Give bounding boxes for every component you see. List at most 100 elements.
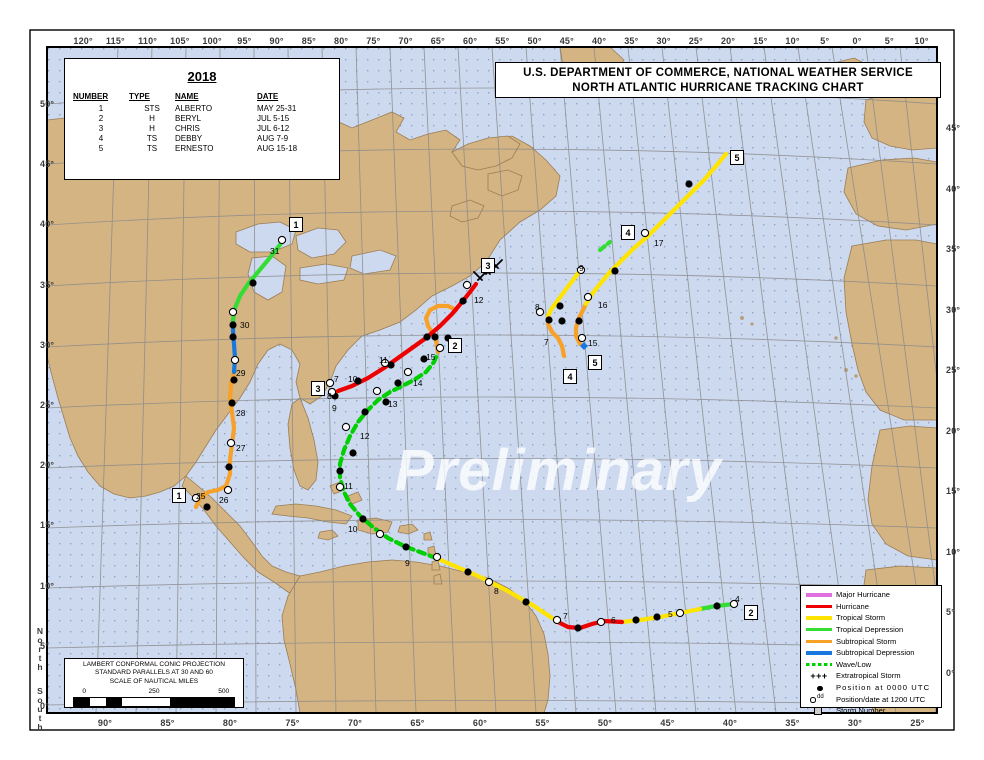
lon-bottom-11: 35° xyxy=(785,718,800,728)
lon-top-14: 50° xyxy=(527,36,542,46)
lat-left-0: 50° xyxy=(40,99,55,109)
lat-right-4: 25° xyxy=(946,365,961,375)
storm-number-badge-2: 2 xyxy=(744,605,758,620)
table-row: 2 H BERYL JUL 5-15 xyxy=(73,113,331,123)
lat-left-3: 35° xyxy=(40,279,55,290)
position-date-label: 8 xyxy=(494,586,499,596)
position-date-label: 16 xyxy=(598,300,608,310)
marker-ernesto-origin xyxy=(580,342,588,350)
lat-left-10: 0° xyxy=(40,701,50,711)
lat-right-3: 30° xyxy=(946,304,961,315)
lon-top-5: 95° xyxy=(237,36,252,46)
position-date-label: 10 xyxy=(348,524,358,534)
legend-marker-filled-dot-icon xyxy=(805,682,833,693)
position-date-label: 9 xyxy=(579,263,584,273)
lon-bottom-4: 70° xyxy=(347,718,363,728)
lon-top-21: 15° xyxy=(753,36,768,46)
hemisphere-north-label: North xyxy=(35,626,45,671)
segment-tropical-depression xyxy=(230,239,285,323)
legend-marker-open-dot-icon: dd xyxy=(805,694,833,705)
position-date-label: 27 xyxy=(236,443,246,453)
storm-summary-table: 2018 NUMBER TYPE NAME DATE 1 STS ALBERTO MA… xyxy=(64,58,340,180)
segment-hurricane xyxy=(555,618,625,631)
title-block: U.S. DEPARTMENT OF COMMERCE, NATIONAL WE… xyxy=(495,62,941,98)
legend-label: Tropical Depression xyxy=(836,625,904,635)
lon-bottom-6: 60° xyxy=(472,718,488,728)
storm-number-badge-4: 4 xyxy=(621,225,635,240)
legend-swatch-solid xyxy=(805,624,833,635)
lon-top-10: 70° xyxy=(398,36,413,46)
position-date-label: 10 xyxy=(348,374,358,384)
storm-number-badge-1: 1 xyxy=(172,488,186,503)
position-date-label: 31 xyxy=(270,246,280,256)
storm-number-cell: 3 xyxy=(98,123,104,133)
segment-tropical-storm xyxy=(545,267,583,319)
storm-date-cell: JUL 5-15 xyxy=(257,113,290,123)
header-number: NUMBER xyxy=(73,92,109,101)
legend-swatch-solid xyxy=(805,589,833,600)
lon-bottom-0: 90° xyxy=(97,718,113,728)
storm-name-cell: ALBERTO xyxy=(175,103,213,113)
lat-left-8: 10° xyxy=(40,580,55,591)
legend-box: Major Hurricane Hurricane Tropical Storm Tr… xyxy=(800,585,942,716)
lon-bottom-12: 30° xyxy=(847,718,863,728)
map-frame xyxy=(46,46,938,714)
position-date-label: 12 xyxy=(360,431,370,441)
storm-number-cell: 2 xyxy=(98,113,104,123)
lon-top-9: 75° xyxy=(366,36,381,46)
legend-marker-item: Position at 0000 UTC xyxy=(805,682,937,694)
legend-swatch-solid xyxy=(805,636,833,647)
lon-top-20: 20° xyxy=(720,36,736,46)
scale-tick-500: 500 xyxy=(218,688,230,696)
legend-item: Major Hurricane xyxy=(805,589,937,601)
storm-name-cell: CHRIS xyxy=(175,123,200,133)
projection-line-2: STANDARD PARALLELS AT 30 AND 60 xyxy=(95,669,213,677)
lon-top-11: 65° xyxy=(430,36,445,46)
lon-top-19: 25° xyxy=(688,36,703,46)
legend-label: Subtropical Storm xyxy=(836,636,897,646)
lon-top-13: 55° xyxy=(495,36,510,46)
lat-right-2: 35° xyxy=(946,244,961,254)
outer-frame xyxy=(29,29,955,731)
legend-label: Extratropical Storm xyxy=(836,671,901,681)
position-date-label: 26 xyxy=(219,495,229,505)
lon-bottom-5: 65° xyxy=(410,718,425,728)
position-date-label: 17 xyxy=(654,238,664,248)
lat-left-2: 40° xyxy=(40,219,55,230)
storm-number-badge-2: 2 xyxy=(448,338,462,353)
position-date-label: 7 xyxy=(563,611,568,621)
lat-left-7: 15° xyxy=(40,520,55,531)
legend-item: Subtropical Storm xyxy=(805,635,937,647)
legend-item: Wave/Low xyxy=(805,659,937,671)
legend-item: Tropical Storm xyxy=(805,612,937,624)
header-name: NAME xyxy=(175,92,199,101)
lon-bottom-9: 45° xyxy=(660,718,675,728)
legend-label: Wave/Low xyxy=(836,659,872,669)
legend-marker-styles: Position at 0000 UTC dd Position/date at 1… xyxy=(805,682,937,717)
scale-tick-labels: 0 250 500 xyxy=(71,688,237,697)
position-date-label: 15 xyxy=(588,338,598,348)
table-row: 4 TS DEBBY AUG 7-9 xyxy=(73,133,331,143)
lon-top-8: 80° xyxy=(333,36,349,46)
lon-top-0: 120° xyxy=(73,36,93,46)
storm-date-cell: JUL 6-12 xyxy=(257,123,290,133)
scale-tick-250: 250 xyxy=(148,688,160,696)
lat-right-1: 40° xyxy=(946,183,961,194)
lon-top-6: 90° xyxy=(269,36,284,46)
legend-swatch-solid xyxy=(805,647,833,658)
lon-top-22: 10° xyxy=(785,36,800,46)
legend-label: Subtropical Depression xyxy=(836,648,915,658)
lon-top-18: 30° xyxy=(656,36,671,46)
storm-number-badge-3: 3 xyxy=(481,258,495,273)
table-row: 5 TS ERNESTO AUG 15-18 xyxy=(73,143,331,153)
segment-wave-low xyxy=(597,239,613,253)
legend-marker-label: Storm Number xyxy=(836,706,886,716)
position-date-label: 25 xyxy=(196,491,206,501)
lon-top-12: 60° xyxy=(462,36,478,46)
header-type: TYPE xyxy=(129,92,150,101)
position-date-label: 13 xyxy=(388,399,398,409)
legend-swatch-solid xyxy=(805,601,833,612)
storm-name-cell: DEBBY xyxy=(175,133,203,143)
storm-type-cell: TS xyxy=(146,133,158,143)
lat-right-5: 20° xyxy=(946,425,961,436)
